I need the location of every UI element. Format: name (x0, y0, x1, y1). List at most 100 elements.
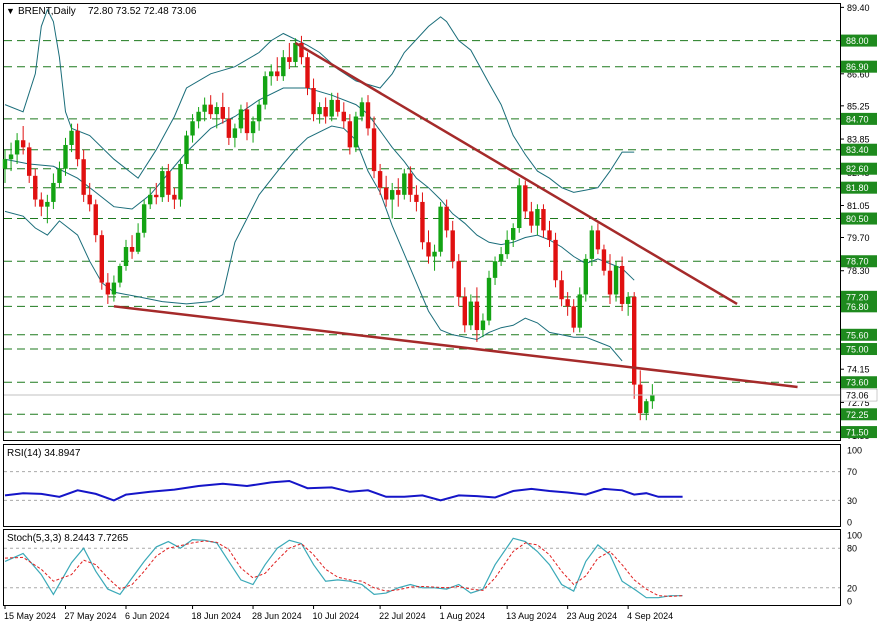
level-label-text: 81.80 (846, 183, 869, 193)
candle-body (14, 140, 20, 155)
level-label: 78.70 (841, 255, 877, 268)
candle-body (523, 185, 528, 212)
candle (486, 270, 492, 326)
level-label-text: 73.60 (846, 378, 869, 388)
candle (644, 398, 649, 421)
candle-body (269, 71, 274, 77)
rsi-line (4, 479, 683, 502)
candle-body (166, 171, 171, 195)
ohlc-label: 72.80 73.52 72.48 73.06 (88, 6, 197, 17)
candle (607, 254, 613, 304)
candle (414, 185, 419, 212)
candle (39, 192, 44, 217)
time-tick-label: 22 Jul 2024 (379, 611, 426, 621)
level-label-box (841, 426, 877, 439)
candle-body (202, 104, 207, 112)
price-tick-label: 81.05 (847, 201, 870, 211)
candle-body (262, 76, 268, 105)
candle (208, 95, 213, 119)
candle (154, 182, 159, 205)
candle-body (154, 194, 159, 198)
candle-body (87, 194, 92, 205)
candle-body (402, 173, 407, 195)
candle-body (293, 42, 298, 62)
time-tick-label: 18 Jun 2024 (192, 611, 242, 621)
candle (69, 123, 74, 153)
candle (390, 182, 395, 219)
candle (383, 175, 389, 207)
candle-body (178, 163, 183, 200)
candle-body (317, 107, 322, 115)
candle-body (438, 206, 443, 252)
stoch-tick-label: 20 (847, 583, 857, 593)
candle-body (625, 296, 631, 304)
level-label-text: 88.00 (846, 36, 869, 46)
candle-body (329, 99, 334, 117)
rsi-indicator: 100 70 30 0 (4, 446, 862, 528)
trendline (294, 41, 738, 306)
candle-body (420, 201, 425, 243)
candle-body (650, 395, 655, 402)
price-tick-label: 83.85 (847, 135, 870, 145)
candle-body (396, 190, 401, 195)
rsi-panel[interactable] (3, 444, 841, 527)
candle (589, 225, 595, 266)
level-label-box (841, 60, 877, 73)
price-panel[interactable] (3, 3, 841, 441)
candle (111, 275, 117, 302)
candle (432, 244, 437, 271)
candle (517, 178, 522, 233)
level-label: 84.70 (841, 112, 877, 125)
level-label: 80.50 (841, 212, 877, 225)
candle-body (480, 320, 486, 331)
candle-body (214, 107, 219, 115)
stoch-panel[interactable] (3, 529, 841, 606)
price-tick-label: 72.75 (847, 398, 870, 408)
candle (625, 292, 631, 316)
level-label-box (841, 212, 877, 225)
candle (565, 292, 570, 316)
candle (123, 239, 129, 271)
candle-body (371, 128, 377, 172)
candle (281, 50, 286, 81)
candle (87, 182, 92, 212)
time-tick-label: 4 Sep 2024 (627, 611, 673, 621)
candle (371, 116, 377, 179)
stoch-d-line (4, 540, 683, 597)
candle-body (504, 239, 510, 255)
level-label-text: 83.40 (846, 145, 869, 155)
candle (226, 107, 232, 145)
level-label: 77.20 (841, 290, 877, 303)
candle (408, 166, 413, 202)
candle-body (450, 230, 455, 262)
level-label: 75.00 (841, 343, 877, 356)
candle (190, 114, 195, 143)
candle-body (184, 135, 189, 164)
trendlines (113, 41, 798, 389)
candle-body (57, 168, 62, 183)
candle-body (190, 121, 195, 136)
candle-body (571, 306, 576, 328)
candle-body (148, 194, 153, 205)
candle (262, 71, 268, 110)
candle-body (589, 230, 595, 259)
candle (559, 270, 564, 307)
candle (33, 168, 38, 207)
candle (287, 42, 292, 70)
candle-body (111, 282, 117, 295)
candle-body (323, 107, 328, 117)
candle-body (129, 247, 135, 252)
level-label: 75.60 (841, 328, 877, 341)
level-label-text: 78.70 (846, 257, 869, 267)
candle-body (226, 118, 232, 138)
level-label-box (841, 300, 877, 313)
candle (529, 201, 534, 233)
time-axis: 15 May 2024 27 May 2024 6 Jun 2024 18 Jun 2… (4, 605, 673, 621)
candle (305, 52, 310, 96)
candle-body (45, 201, 50, 207)
candle-body (8, 154, 14, 160)
candle-body (577, 294, 582, 328)
candle (396, 178, 401, 207)
